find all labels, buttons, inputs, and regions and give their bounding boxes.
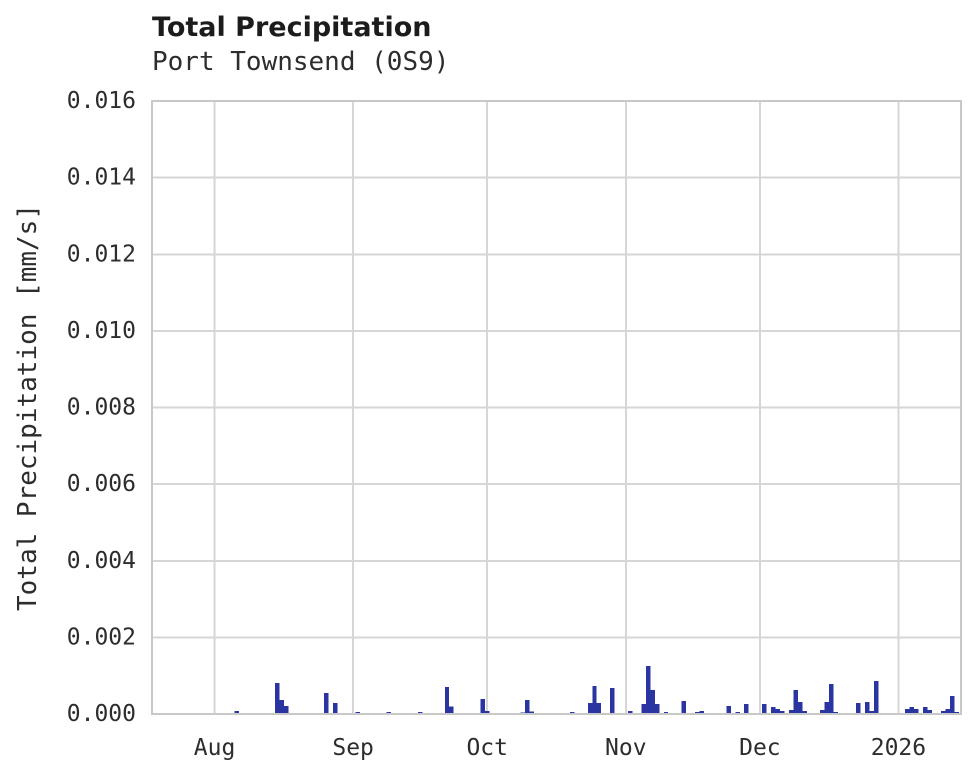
- bar: [529, 711, 535, 714]
- bar: [793, 689, 798, 714]
- y-tick-label: 0.002: [67, 624, 136, 650]
- bar: [762, 704, 767, 714]
- bar: [940, 710, 946, 714]
- bar: [829, 684, 834, 714]
- y-tick-label: 0.008: [67, 395, 136, 421]
- bar: [855, 702, 861, 714]
- bar: [610, 687, 615, 714]
- bar: [324, 692, 329, 714]
- bar: [641, 704, 646, 714]
- bar: [654, 704, 660, 714]
- bar: [775, 709, 780, 714]
- bar: [744, 704, 749, 714]
- bar: [596, 702, 602, 714]
- y-tick-label: 0.000: [67, 701, 136, 727]
- bar: [283, 705, 289, 714]
- chart-title: Total Precipitation: [152, 12, 432, 43]
- bar: [923, 707, 928, 714]
- x-tick-label: Aug: [194, 735, 236, 761]
- y-tick-label: 0.006: [67, 471, 136, 497]
- bar: [864, 702, 870, 714]
- bar: [480, 699, 485, 714]
- bar: [824, 702, 830, 714]
- bar: [234, 710, 240, 714]
- x-tick-label: Nov: [605, 735, 647, 761]
- bar: [592, 686, 597, 714]
- bar: [279, 699, 284, 714]
- bar: [927, 710, 932, 714]
- bar: [820, 710, 825, 714]
- x-tick-label: Dec: [739, 735, 781, 761]
- y-axis-label: Total Precipitation [mm/s]: [13, 204, 43, 611]
- bar: [333, 702, 338, 714]
- plot-border: [151, 100, 962, 715]
- x-tick-label: Sep: [332, 735, 374, 761]
- bar: [681, 700, 687, 714]
- bar: [650, 689, 655, 714]
- y-tick-label: 0.016: [67, 88, 136, 114]
- y-tick-label: 0.012: [67, 241, 136, 267]
- bar: [726, 705, 731, 714]
- bar: [869, 710, 874, 714]
- bar: [645, 666, 651, 714]
- bar: [587, 702, 593, 714]
- bar: [484, 710, 490, 714]
- bar: [914, 709, 919, 714]
- x-tick-label: Oct: [466, 735, 508, 761]
- bar: [449, 706, 454, 714]
- bar: [909, 707, 915, 714]
- bar: [788, 710, 794, 714]
- bar: [779, 710, 785, 714]
- y-tick-label: 0.004: [67, 548, 136, 574]
- bar: [628, 710, 633, 714]
- bar: [771, 707, 776, 714]
- bar: [525, 699, 530, 714]
- x-tick-label: 2026: [871, 735, 926, 761]
- bar: [797, 702, 803, 714]
- bar: [873, 681, 879, 714]
- chart-subtitle: Port Townsend (0S9): [152, 47, 450, 77]
- bar: [905, 709, 910, 714]
- bar: [699, 710, 704, 714]
- bar: [945, 709, 950, 714]
- y-tick-label: 0.010: [67, 318, 136, 344]
- bar: [444, 687, 450, 714]
- y-tick-label: 0.014: [67, 165, 136, 191]
- bar: [274, 682, 280, 714]
- bar: [802, 710, 807, 714]
- bar: [949, 695, 955, 714]
